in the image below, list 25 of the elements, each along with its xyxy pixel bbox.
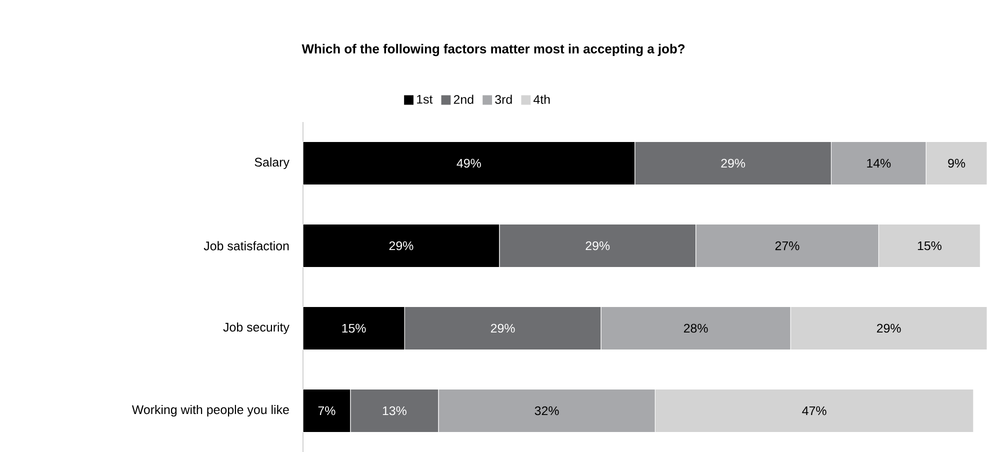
data-label: 29% <box>721 158 746 168</box>
data-label: 13% <box>382 406 406 416</box>
y-tick-label: Job satisfaction <box>204 241 289 250</box>
legend-label: 3rd <box>495 94 512 104</box>
data-label: 29% <box>490 324 515 333</box>
data-label: 49% <box>456 158 481 168</box>
y-tick-label: Job security <box>223 322 290 334</box>
data-label: 27% <box>775 241 800 250</box>
data-label: 9% <box>948 158 966 168</box>
data-label: 29% <box>586 241 610 250</box>
legend-label: 4th <box>533 94 550 104</box>
data-label: 28% <box>684 324 708 333</box>
data-label: 29% <box>876 324 901 333</box>
data-label: 15% <box>342 324 366 333</box>
chart-title: Which of the following factors matter most in accepting a job? <box>302 44 685 56</box>
legend-label: 1st <box>417 94 433 104</box>
y-tick-label: Salary <box>254 157 290 170</box>
data-label: 32% <box>534 406 559 416</box>
legend-label: 2nd <box>454 94 474 104</box>
data-label: 15% <box>918 241 942 250</box>
y-tick-label: Working with people you like <box>132 404 289 417</box>
data-label: 14% <box>867 158 891 168</box>
data-label: 7% <box>318 406 336 416</box>
data-label: 29% <box>389 241 414 250</box>
data-label: 47% <box>802 406 826 416</box>
